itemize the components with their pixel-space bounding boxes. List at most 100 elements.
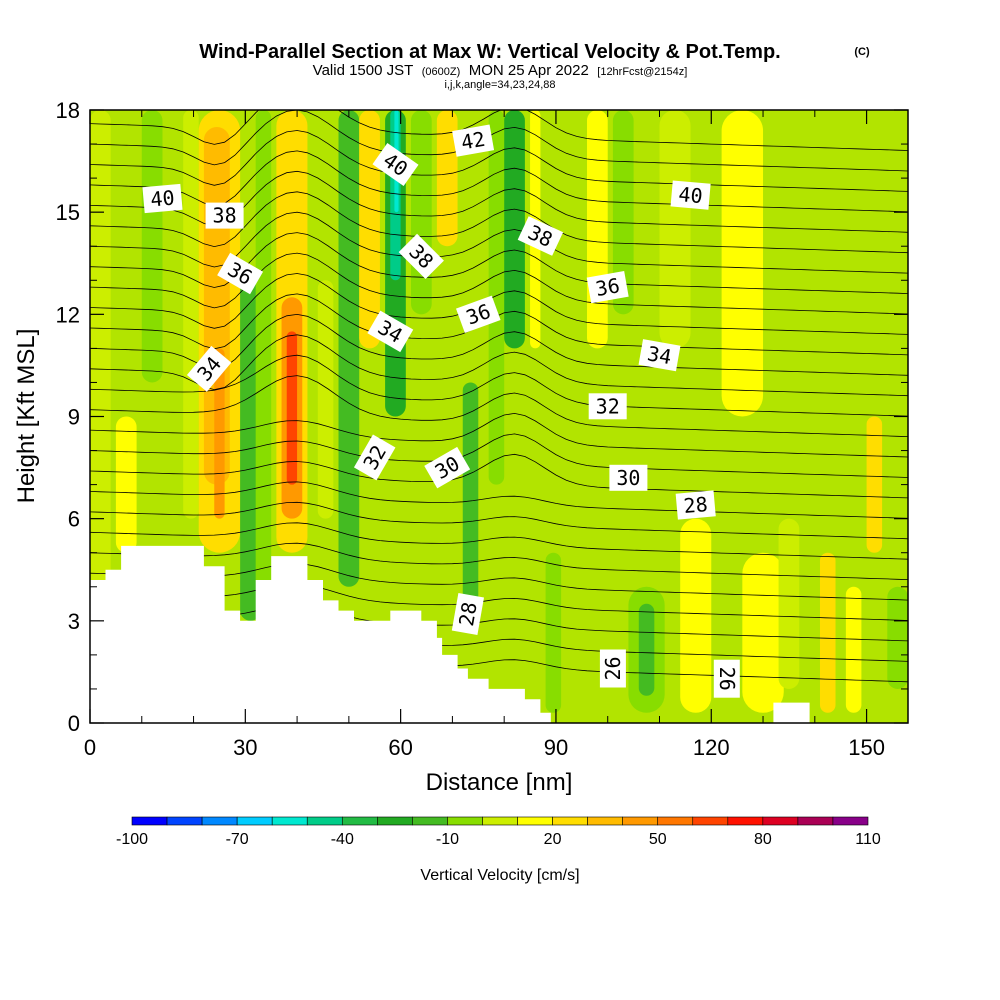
velocity-cell: [819, 552, 836, 713]
terrain-mask: [90, 545, 810, 723]
colorbar-swatch: [517, 816, 553, 826]
colorbar-swatch: [482, 816, 518, 826]
colorbar-label: Vertical Velocity [cm/s]: [420, 867, 579, 884]
velocity-cell: [462, 382, 479, 621]
isentrope-label: 30: [609, 464, 648, 491]
isentrope-label-text: 28: [683, 492, 709, 518]
velocity-cell: [317, 280, 334, 519]
isentrope-label: 26: [599, 649, 626, 688]
colorbar-tick-label: 110: [855, 831, 881, 848]
label-box: [588, 393, 627, 420]
label-box: [452, 124, 495, 157]
colorbar-tick-label: -100: [116, 831, 148, 848]
label-box: [675, 490, 716, 520]
colorbar-swatch: [412, 816, 448, 826]
velocity-cell: [680, 518, 712, 713]
isentrope-label: 40: [670, 180, 711, 210]
label-box: [367, 310, 414, 353]
label-box: [638, 339, 681, 372]
colorbar-swatch: [447, 816, 483, 826]
velocity-cell: [887, 586, 908, 689]
isentrope-line: [90, 522, 908, 560]
isentrope-label-text: 26: [715, 667, 739, 691]
isentrope-label: 26: [713, 659, 740, 698]
isentrope-line: [90, 232, 908, 294]
plot-area: [90, 110, 908, 723]
velocity-cell: [436, 110, 458, 247]
isentrope-line: [90, 563, 908, 601]
label-box: [205, 202, 244, 229]
colorbar-swatch: [236, 816, 273, 826]
colorbar-swatch: [587, 816, 623, 826]
velocity-cell: [286, 331, 298, 485]
y-tick-label: 12: [56, 302, 80, 327]
colorbar-swatch: [622, 816, 659, 826]
velocity-cell: [659, 110, 691, 349]
x-tick-label: 120: [693, 735, 730, 760]
velocity-cell: [638, 603, 655, 696]
colorbar-swatch: [832, 816, 869, 826]
velocity-cell: [488, 110, 505, 485]
velocity-cell: [183, 110, 199, 519]
colorbar: -100 -70 -40 -10 20 50 80 110: [116, 816, 881, 848]
isentrope-label-text: 36: [594, 273, 622, 301]
isentrope-label: 28: [675, 490, 716, 520]
subtitle-valid: Valid 1500 JST: [313, 62, 414, 79]
isentrope-label: 34: [638, 339, 681, 372]
velocity-cell: [338, 110, 360, 587]
chart-title-mark: (C): [854, 46, 870, 58]
velocity-cell: [240, 280, 261, 621]
chart-title: Wind-Parallel Section at Max W: Vertical…: [199, 41, 780, 63]
isentrope-label: 38: [205, 202, 244, 229]
y-tick-label: 0: [68, 711, 80, 736]
label-box: [186, 345, 232, 392]
subtitle-indices: i,j,k,angle=34,23,24,88: [444, 79, 555, 91]
velocity-cell: [587, 110, 608, 349]
label-box: [217, 252, 264, 295]
y-tick-label: 9: [68, 405, 80, 430]
label-box: [713, 659, 740, 698]
isentrope-label-text: 28: [454, 600, 482, 628]
colorbar-swatch: [341, 816, 378, 826]
y-tick-label: 3: [68, 609, 80, 634]
isentrope-label-text: 34: [646, 341, 674, 369]
colorbar-swatch: [762, 816, 799, 826]
isentrope-label-text: 32: [596, 394, 620, 418]
colorbar-tick-label: -70: [226, 831, 249, 848]
isentrope-line: [90, 150, 908, 213]
colorbar-tick-label: 50: [649, 831, 667, 848]
x-tick-label: 150: [848, 735, 885, 760]
label-box: [424, 446, 471, 489]
isentrope-line: [90, 501, 908, 540]
isentrope-line: [90, 583, 908, 621]
isentrope-label: 36: [586, 270, 629, 304]
colorbar-tick-label: 80: [754, 831, 772, 848]
velocity-cell: [742, 552, 784, 713]
isentrope-label: 32: [588, 393, 627, 420]
colorbar-swatch: [552, 816, 588, 826]
x-tick-label: 60: [388, 735, 412, 760]
velocity-cell: [545, 552, 562, 713]
y-tick-label: 18: [56, 98, 80, 123]
label-box: [599, 649, 626, 688]
label-box: [586, 270, 629, 304]
label-box: [517, 216, 564, 256]
isentrope-label-text: 26: [601, 656, 625, 680]
x-tick-label: 30: [233, 735, 257, 760]
label-box: [142, 183, 183, 214]
x-axis-label: Distance [nm]: [426, 769, 573, 796]
chart-subtitle: Valid 1500 JST (0600Z) MON 25 Apr 2022 […: [313, 62, 688, 79]
colorbar-tick-label: -40: [331, 831, 354, 848]
y-tick-label: 6: [68, 507, 80, 532]
label-box: [353, 434, 396, 481]
isentrope-line: [90, 433, 908, 478]
isentrope-line: [90, 453, 908, 499]
isentrope-line: [90, 375, 908, 437]
colorbar-tick-label: -10: [436, 831, 459, 848]
isentrope-line: [90, 334, 908, 397]
x-tick-label: 0: [84, 735, 96, 760]
label-box: [372, 142, 419, 187]
